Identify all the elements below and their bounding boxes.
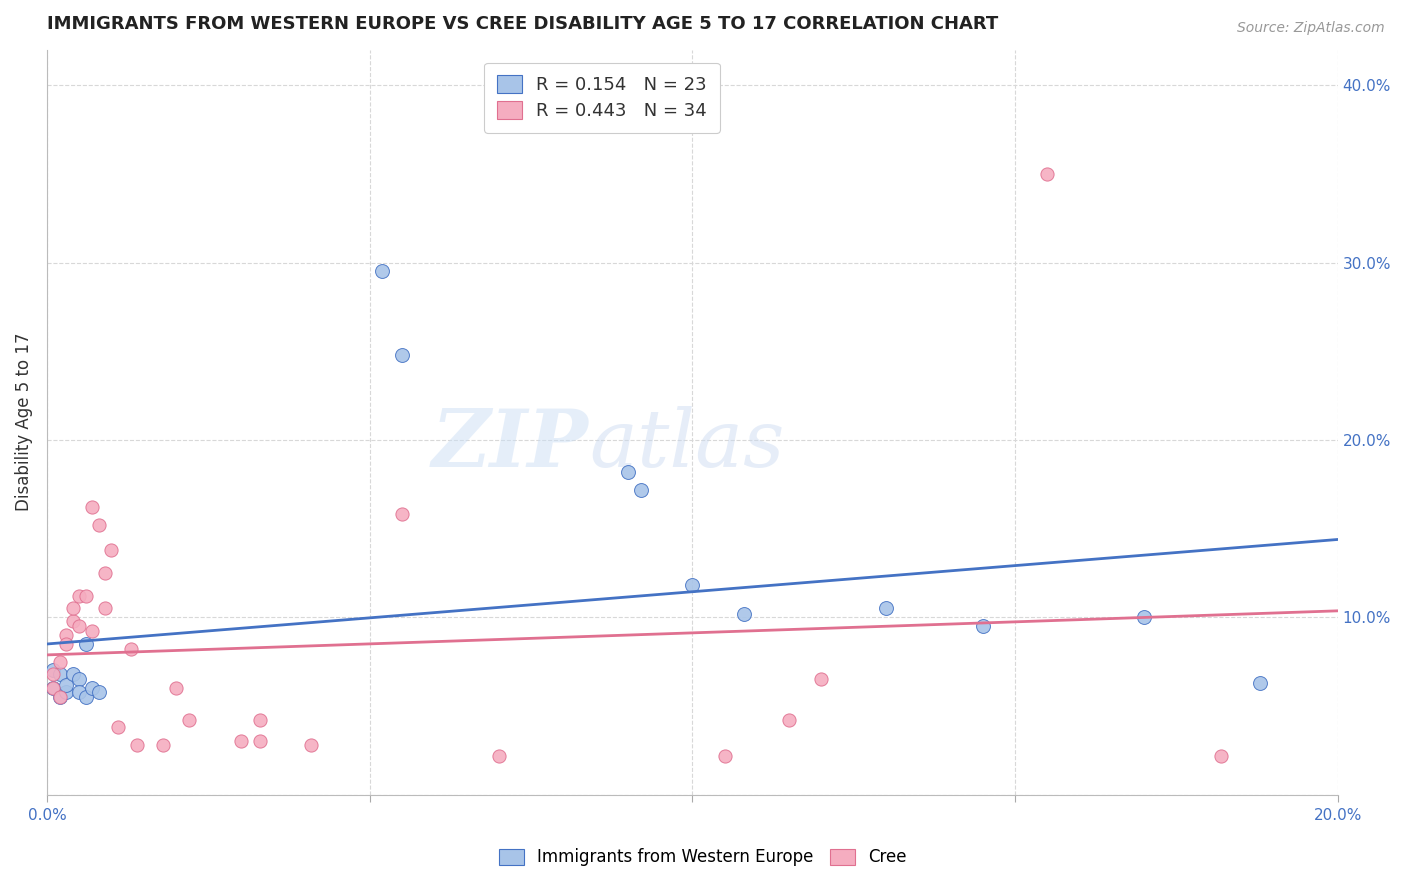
Point: [301, 738, 323, 752]
Point: [810, 673, 832, 687]
Point: [630, 483, 652, 497]
Point: [1036, 167, 1059, 181]
Point: [42, 667, 65, 681]
Point: [152, 738, 174, 752]
Point: [49, 667, 72, 681]
Point: [120, 642, 142, 657]
Point: [62, 667, 84, 681]
Point: [778, 713, 800, 727]
Point: [49, 690, 72, 704]
Point: [100, 542, 122, 557]
Legend: R = 0.154   N = 23, R = 0.443   N = 34: R = 0.154 N = 23, R = 0.443 N = 34: [484, 62, 720, 133]
Point: [75, 637, 97, 651]
Point: [229, 734, 252, 748]
Text: atlas: atlas: [589, 406, 785, 483]
Point: [67, 684, 90, 698]
Point: [733, 607, 755, 621]
Point: [875, 601, 897, 615]
Point: [972, 619, 994, 633]
Point: [75, 690, 97, 704]
Point: [55, 628, 77, 642]
Legend: Immigrants from Western Europe, Cree: Immigrants from Western Europe, Cree: [491, 840, 915, 875]
Point: [75, 589, 97, 603]
Point: [80, 681, 103, 696]
Point: [80, 624, 103, 639]
Point: [94, 601, 117, 615]
Point: [49, 655, 72, 669]
Point: [87, 518, 110, 533]
Point: [67, 589, 90, 603]
Point: [127, 738, 149, 752]
Point: [62, 614, 84, 628]
Point: [165, 681, 187, 696]
Point: [49, 690, 72, 704]
Point: [249, 713, 271, 727]
Text: ZIP: ZIP: [432, 406, 589, 483]
Point: [42, 681, 65, 696]
Point: [80, 500, 103, 515]
Text: IMMIGRANTS FROM WESTERN EUROPE VS CREE DISABILITY AGE 5 TO 17 CORRELATION CHART: IMMIGRANTS FROM WESTERN EUROPE VS CREE D…: [46, 15, 998, 33]
Point: [177, 713, 200, 727]
Point: [42, 681, 65, 696]
Point: [55, 678, 77, 692]
Point: [67, 619, 90, 633]
Point: [55, 684, 77, 698]
Point: [107, 720, 129, 734]
Point: [681, 578, 703, 592]
Point: [616, 465, 638, 479]
Point: [94, 566, 117, 580]
Point: [87, 684, 110, 698]
Point: [713, 748, 735, 763]
Point: [1211, 748, 1233, 763]
Point: [1133, 610, 1156, 624]
Point: [391, 348, 413, 362]
Text: Source: ZipAtlas.com: Source: ZipAtlas.com: [1237, 21, 1385, 35]
Point: [249, 734, 271, 748]
Point: [55, 637, 77, 651]
Y-axis label: Disability Age 5 to 17: Disability Age 5 to 17: [15, 333, 32, 511]
Point: [391, 508, 413, 522]
Point: [1249, 676, 1271, 690]
Point: [67, 673, 90, 687]
Point: [42, 664, 65, 678]
Point: [62, 601, 84, 615]
Point: [371, 264, 394, 278]
Point: [488, 748, 510, 763]
